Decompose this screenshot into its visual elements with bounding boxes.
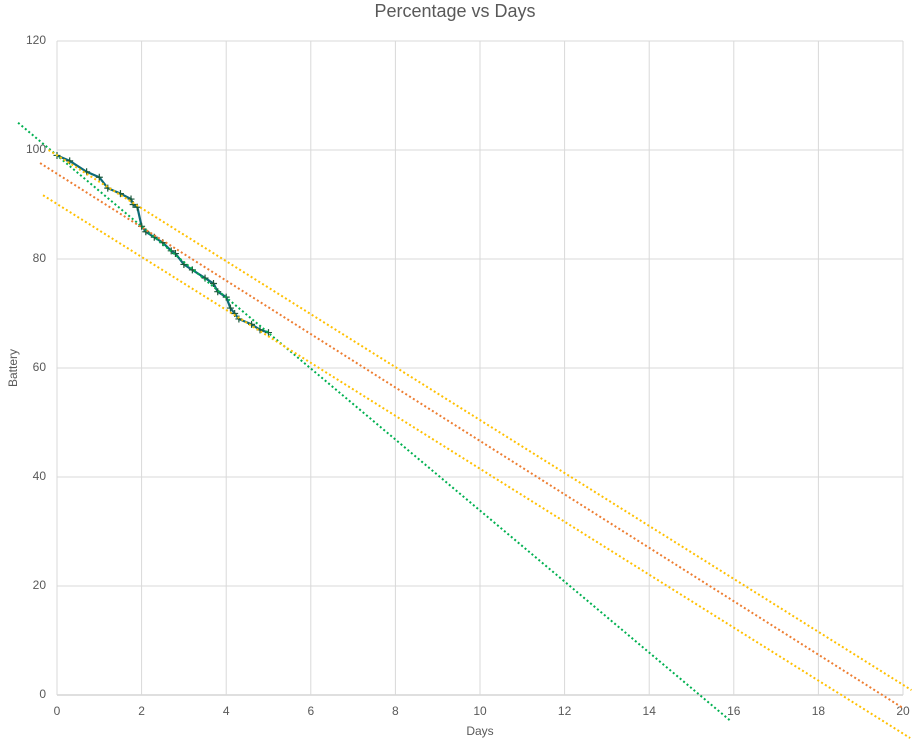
- x-tick-label: 16: [727, 704, 741, 718]
- x-tick-label: 20: [896, 704, 910, 718]
- y-tick-label: 60: [33, 360, 47, 374]
- trend-line: [42, 194, 911, 739]
- y-tick-label: 120: [26, 33, 46, 47]
- y-tick-label: 40: [33, 469, 47, 483]
- x-tick-label: 14: [643, 704, 657, 718]
- y-tick-label: 0: [39, 687, 46, 701]
- y-axis-label: Battery: [6, 349, 20, 387]
- marker: [66, 157, 74, 165]
- marker: [142, 228, 150, 236]
- trend-line: [48, 149, 912, 691]
- y-tick-label: 100: [26, 142, 46, 156]
- x-axis-label: Days: [466, 724, 493, 738]
- marker: [95, 173, 103, 181]
- x-tick-label: 6: [307, 704, 314, 718]
- x-tick-label: 10: [473, 704, 487, 718]
- trend-line: [17, 121, 731, 721]
- x-tick-label: 8: [392, 704, 399, 718]
- marker: [150, 233, 158, 241]
- marker: [265, 329, 272, 337]
- marker: [127, 195, 135, 203]
- marker: [214, 288, 222, 296]
- marker: [235, 315, 243, 323]
- x-tick-label: 18: [812, 704, 826, 718]
- marker: [210, 280, 218, 288]
- x-tick-label: 4: [223, 704, 230, 718]
- x-tick-label: 12: [558, 704, 572, 718]
- y-tick-label: 80: [33, 251, 47, 265]
- trend-line: [39, 162, 904, 709]
- x-tick-label: 0: [54, 704, 61, 718]
- y-tick-label: 20: [33, 578, 47, 592]
- chart-title: Percentage vs Days: [374, 1, 535, 21]
- marker: [226, 304, 234, 312]
- x-tick-label: 2: [138, 704, 145, 718]
